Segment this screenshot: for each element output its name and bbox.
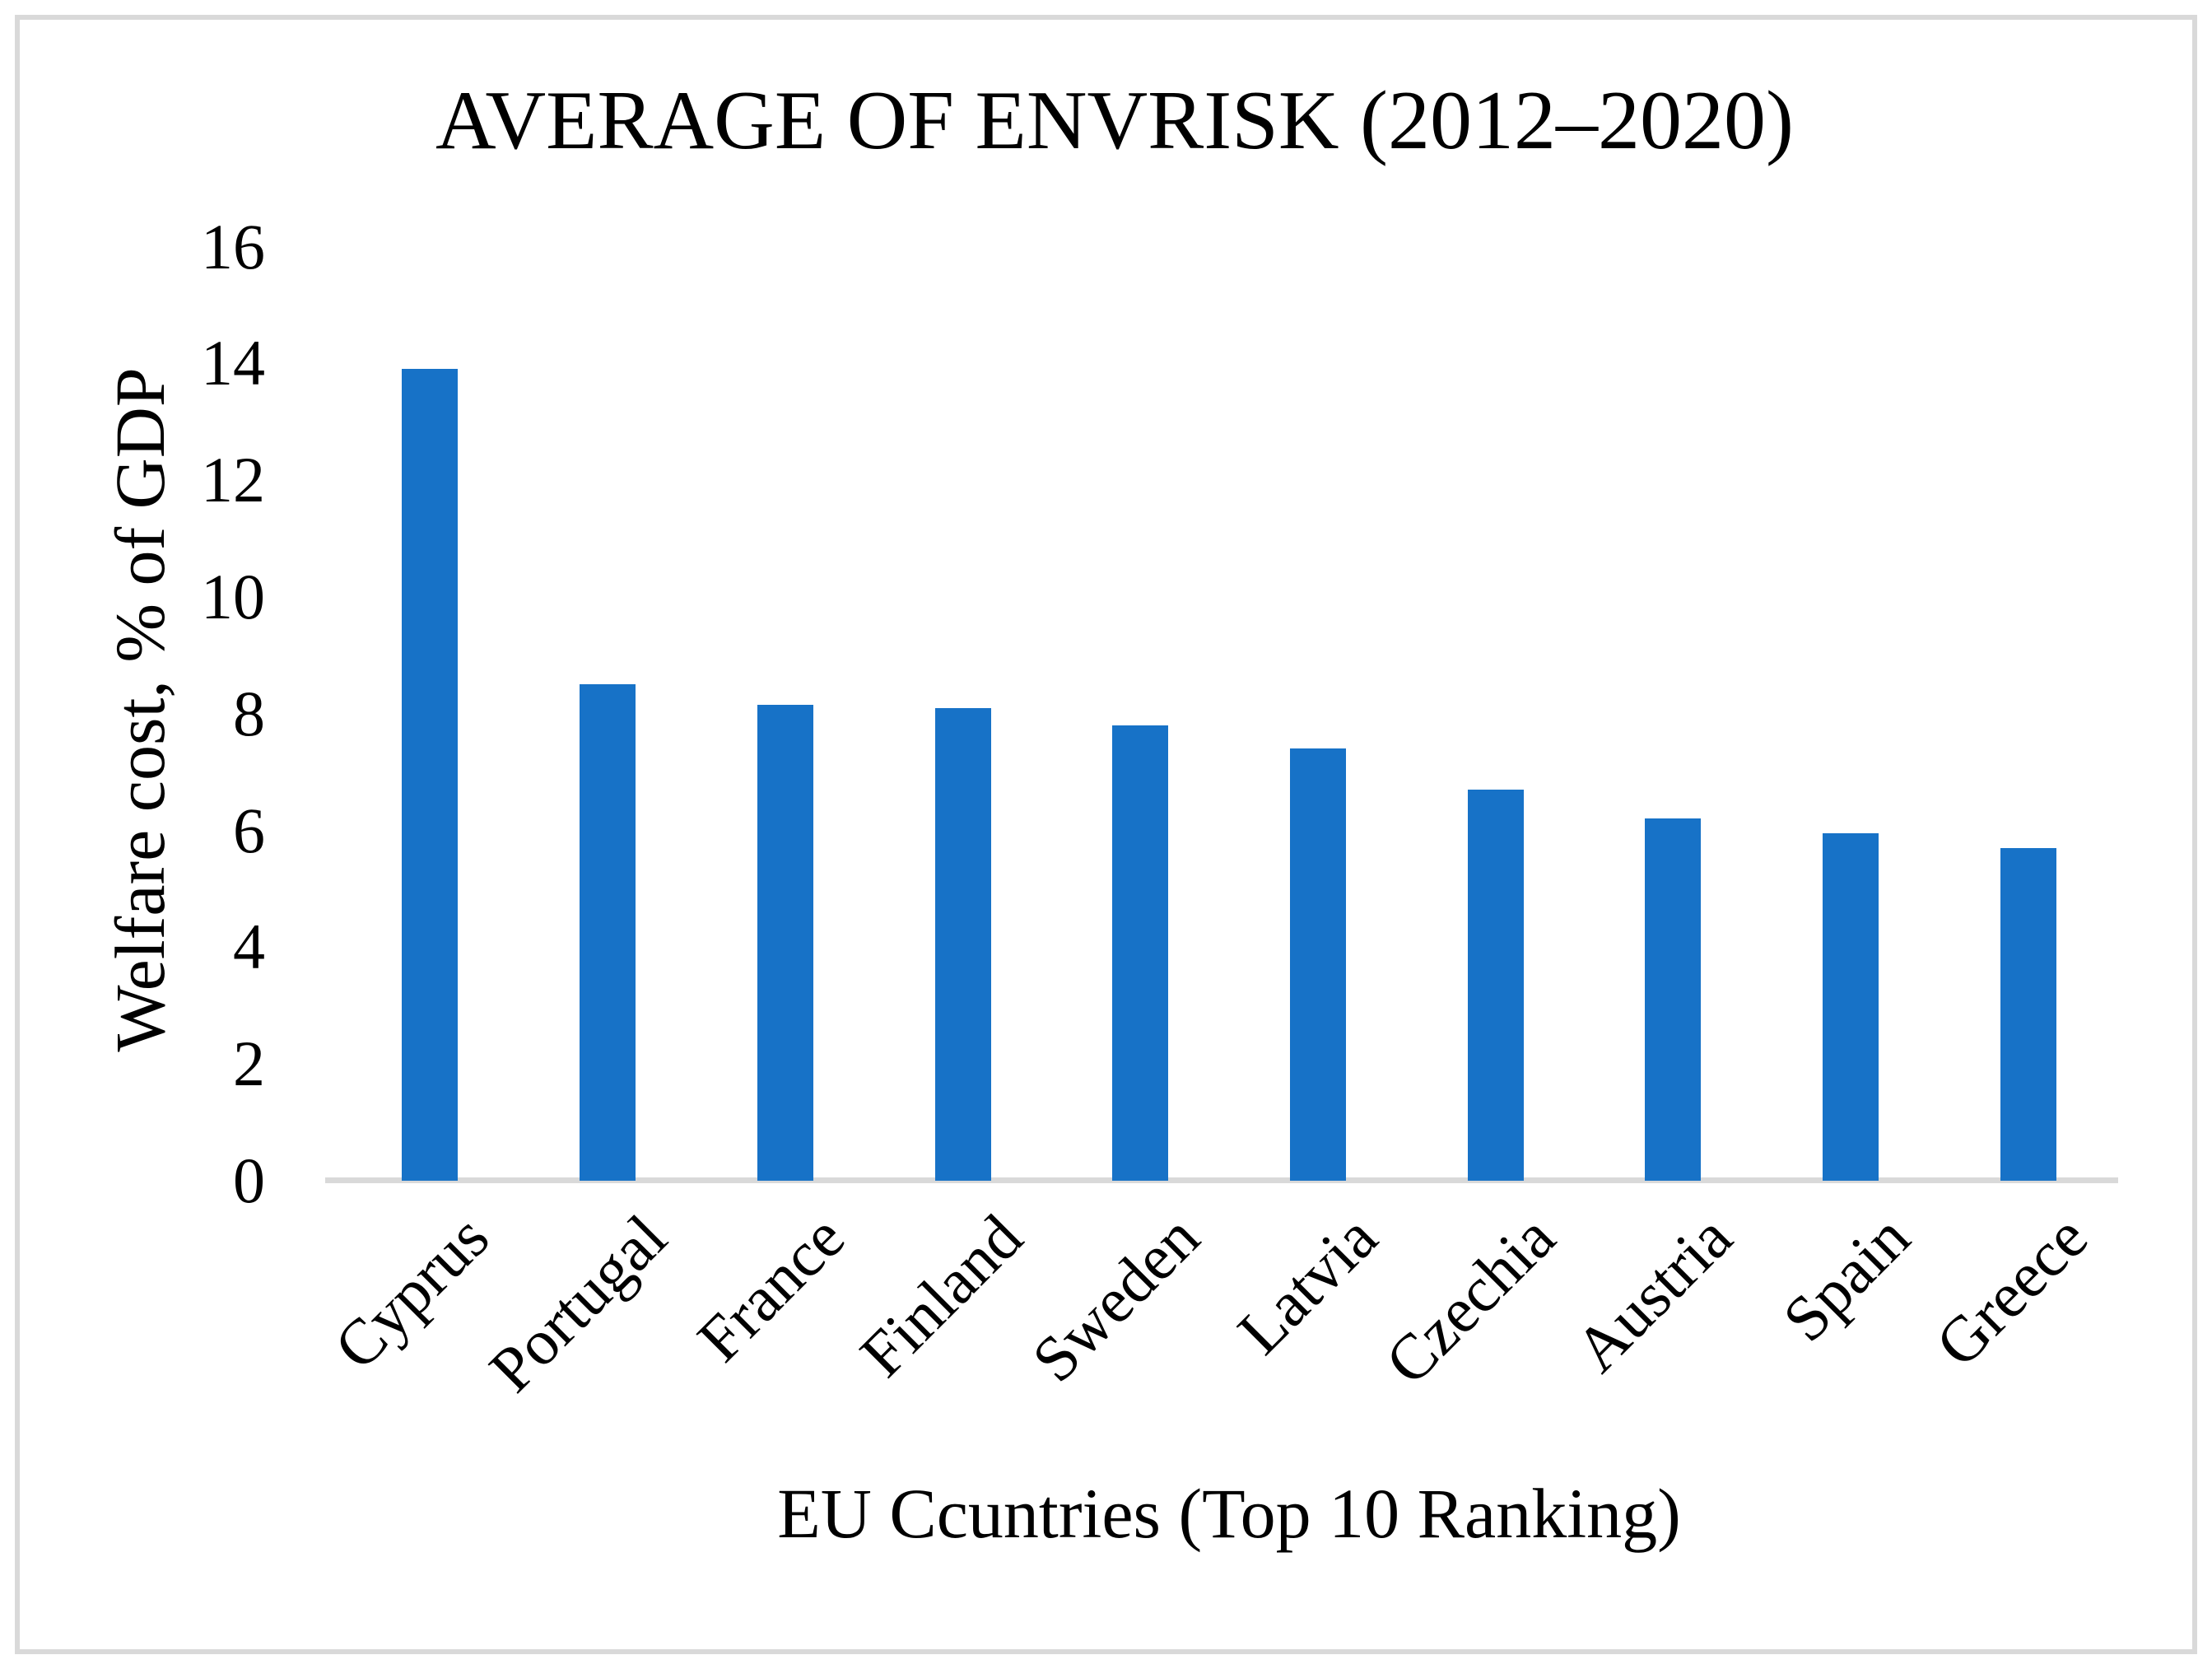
- bar-spain: [1823, 833, 1879, 1181]
- bar-portugal: [580, 684, 636, 1181]
- figure-border: [15, 15, 2197, 1654]
- y-tick-label: 6: [233, 794, 265, 866]
- bar-greece: [2000, 847, 2056, 1181]
- bar-austria: [1645, 818, 1702, 1181]
- bar-france: [757, 705, 813, 1181]
- bar-czechia: [1467, 789, 1524, 1181]
- x-axis-line: [325, 1177, 2118, 1183]
- bar-sweden: [1112, 725, 1169, 1181]
- chart-title: AVERAGE OF ENVRISK (2012–2020): [435, 74, 1794, 167]
- y-tick-label: 16: [201, 210, 265, 282]
- y-tick-label: 8: [233, 677, 265, 749]
- y-tick-label: 2: [233, 1028, 265, 1100]
- bar-latvia: [1289, 748, 1346, 1181]
- y-tick-label: 0: [233, 1145, 265, 1216]
- y-tick-label: 10: [201, 561, 265, 632]
- x-axis-title: EU Ccuntries (Top 10 Ranking): [777, 1474, 1681, 1553]
- y-tick-label: 12: [201, 444, 265, 516]
- bar-cyprus: [402, 369, 459, 1181]
- y-tick-label: 4: [233, 911, 265, 983]
- bar-finland: [934, 707, 991, 1181]
- y-tick-label: 14: [201, 327, 265, 399]
